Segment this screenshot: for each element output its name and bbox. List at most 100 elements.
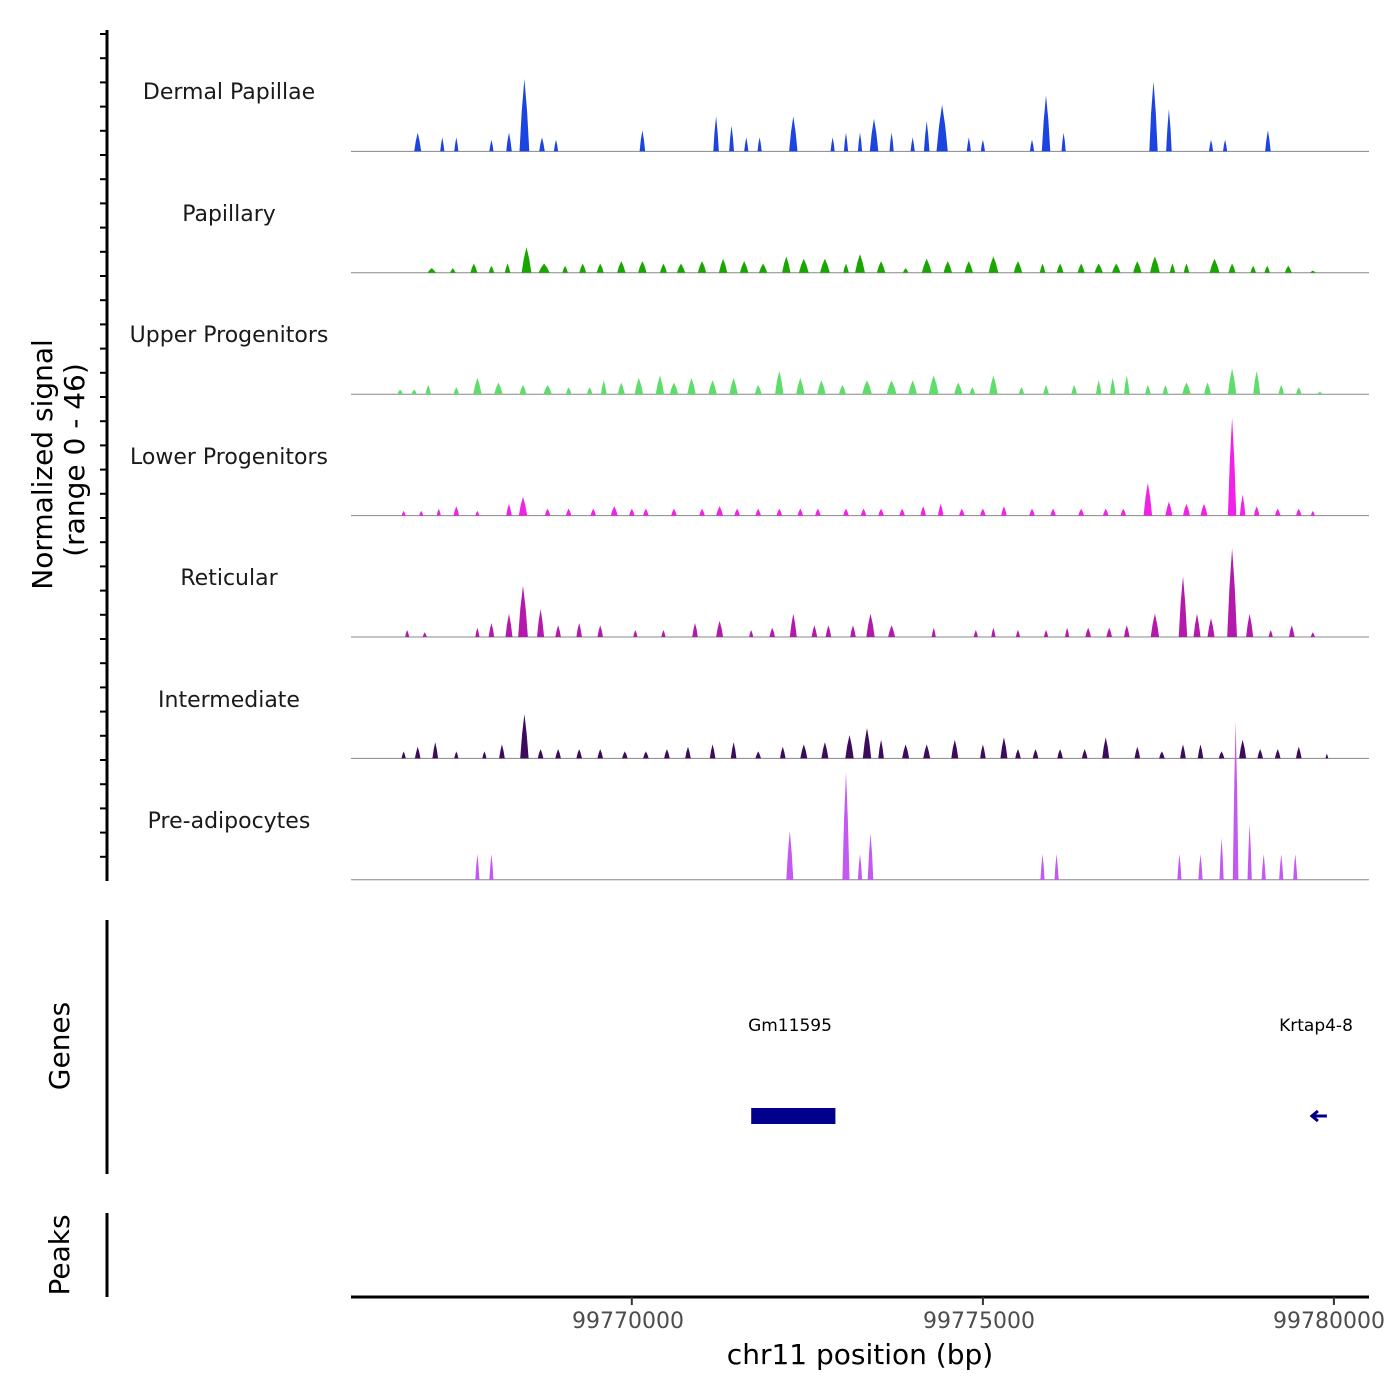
signal-peak — [830, 137, 835, 152]
signal-peak — [1293, 854, 1298, 880]
signal-peak — [860, 508, 867, 516]
signal-peak — [1001, 506, 1007, 516]
signal-peak — [622, 751, 628, 759]
genes-axis-title: Genes — [43, 1002, 76, 1090]
signal-peak — [617, 261, 626, 273]
signal-peak — [643, 508, 649, 516]
signal-peak — [754, 384, 762, 395]
signal-peak — [964, 261, 973, 273]
signal-peak — [520, 714, 529, 759]
signal-peak — [1085, 627, 1091, 637]
signal-peak — [1197, 744, 1204, 759]
signal-peak — [436, 508, 441, 516]
signal-peak — [1232, 721, 1239, 880]
signal-peak — [1274, 749, 1281, 759]
signal-peak — [850, 625, 856, 637]
signal-peak — [565, 508, 572, 516]
signal-peak — [862, 380, 872, 395]
signal-peak — [1000, 737, 1008, 759]
signal-peak — [519, 79, 530, 152]
signal-peak — [519, 384, 527, 395]
signal-peak — [655, 375, 665, 395]
signal-peak — [1200, 503, 1208, 516]
signal-peak — [936, 104, 948, 152]
signal-peak — [475, 510, 480, 516]
signal-peak — [544, 508, 551, 516]
signal-peak — [1102, 508, 1109, 516]
signal-peak — [425, 384, 431, 395]
signal-peak — [815, 508, 821, 516]
signal-peak — [1150, 613, 1160, 637]
signal-peak — [1310, 632, 1315, 637]
signal-peak — [966, 137, 971, 152]
signal-peak — [489, 854, 494, 880]
signal-peak — [401, 751, 406, 759]
signal-peak — [664, 749, 670, 759]
signal-peak — [432, 742, 439, 759]
signal-peak — [1134, 746, 1141, 759]
signal-peak — [797, 508, 804, 516]
signal-peak — [1178, 576, 1188, 637]
signal-peak — [1284, 265, 1292, 273]
signal-peak — [1039, 263, 1046, 273]
signal-peak — [671, 508, 677, 516]
signal-peak — [638, 261, 647, 273]
signal-peak — [543, 384, 552, 395]
gene-body — [751, 1108, 836, 1124]
signal-peak — [521, 247, 532, 273]
signal-peak — [928, 375, 939, 395]
track-lower-progenitors — [351, 417, 1369, 517]
strand-arrow-icon — [1309, 1109, 1319, 1123]
signal-peak — [1018, 387, 1025, 395]
track-label: Papillary — [182, 202, 276, 227]
signal-peak — [1207, 618, 1215, 637]
track-label: Lower Progenitors — [130, 445, 328, 470]
signal-peak — [687, 377, 696, 395]
signal-peak — [989, 375, 998, 395]
signal-peak — [697, 261, 707, 273]
signal-peak — [643, 751, 649, 759]
signal-peak — [800, 744, 808, 759]
signal-peak — [1223, 139, 1228, 152]
signal-peak — [869, 118, 879, 152]
signal-peak — [838, 384, 846, 395]
signal-peak — [1183, 263, 1190, 273]
signal-peak — [1013, 261, 1023, 273]
signal-peak — [1159, 751, 1165, 759]
signal-peak — [857, 854, 863, 880]
signal-peak — [1209, 258, 1220, 273]
x-axis-ticks — [630, 1297, 1335, 1305]
signal-peak — [1106, 627, 1112, 637]
track-label: Reticular — [180, 566, 278, 591]
signal-peak — [1029, 139, 1035, 152]
signal-peak — [1124, 375, 1130, 395]
signal-peak — [1227, 417, 1237, 516]
signal-peak — [1071, 384, 1077, 395]
signal-peak — [1183, 503, 1190, 516]
signal-peak — [1296, 508, 1302, 516]
signal-peak — [427, 268, 436, 273]
signal-peak — [991, 627, 996, 637]
signal-peak — [669, 382, 679, 395]
signal-peak — [755, 508, 761, 516]
signal-peak — [600, 380, 607, 395]
signal-peak — [921, 258, 932, 273]
signal-peak — [506, 503, 512, 516]
signal-peak — [902, 744, 910, 759]
signal-peak — [1041, 95, 1051, 152]
signal-peak — [782, 256, 791, 273]
signal-peak — [709, 744, 716, 759]
signal-peak — [1162, 384, 1169, 395]
signal-peak — [1227, 548, 1237, 637]
signal-peak — [1246, 613, 1254, 637]
signal-peak — [755, 751, 761, 759]
signal-peak — [494, 382, 503, 395]
signal-peak — [708, 380, 717, 395]
signal-peak — [776, 508, 783, 516]
peaks-axis-title: Peaks — [43, 1214, 76, 1295]
signal-peak — [842, 772, 850, 880]
signal-peak — [562, 265, 568, 273]
signal-axis-title: Normalized signal (range 0 - 46) — [26, 330, 91, 589]
signal-peak — [634, 377, 644, 395]
signal-peak — [951, 739, 959, 759]
